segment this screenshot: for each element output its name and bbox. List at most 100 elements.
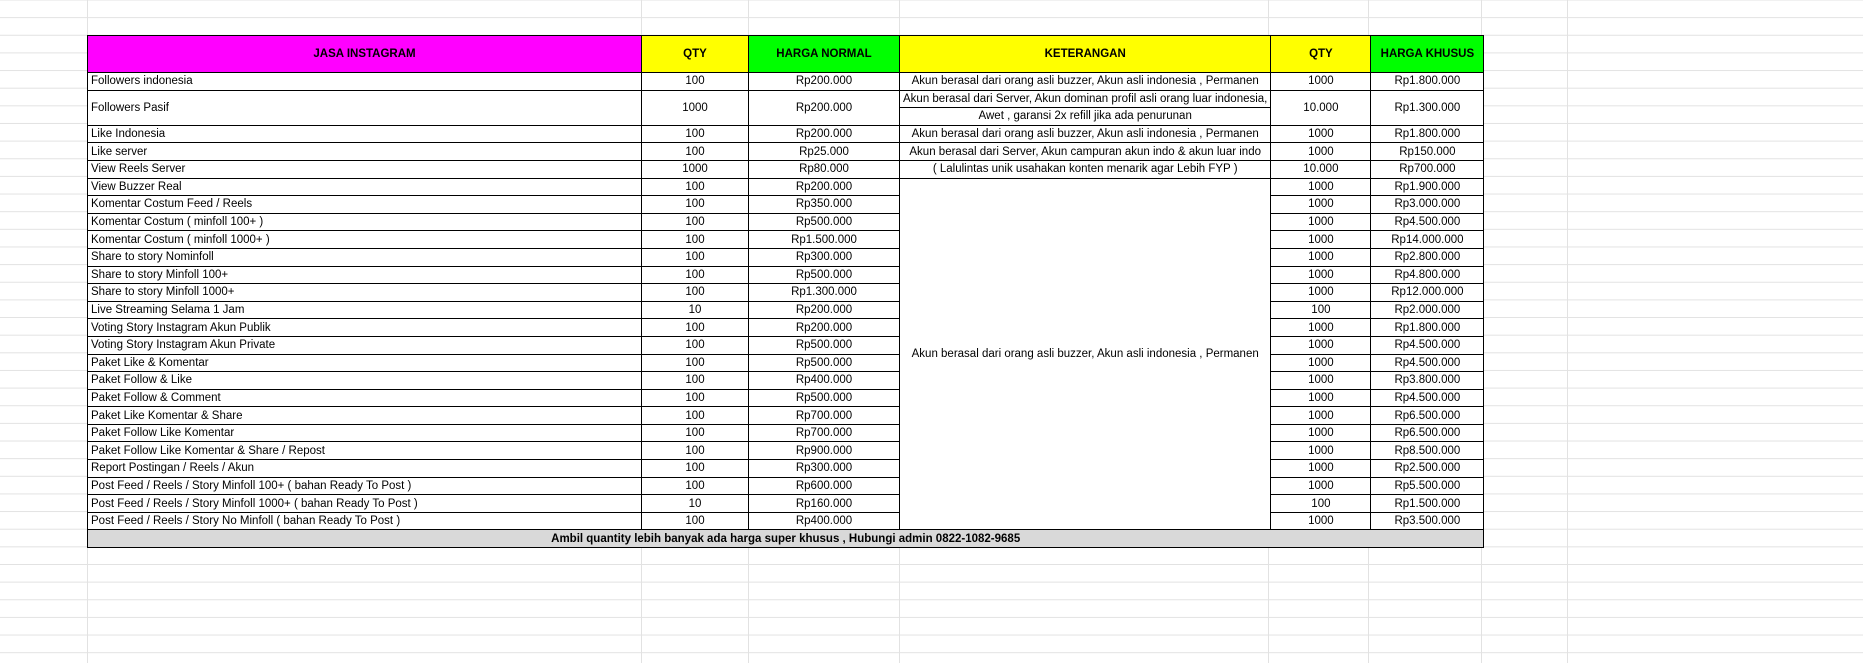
service-cell[interactable]: Komentar Costum ( minfoll 1000+ ) [87,230,642,249]
normal-price-cell[interactable]: Rp200.000 [748,300,900,320]
normal-price-cell[interactable]: Rp700.000 [748,423,900,443]
qty-cell[interactable]: 100 [641,142,749,161]
special-price-cell[interactable]: Rp1.800.000 [1370,72,1485,91]
qty-cell[interactable]: 100 [641,177,749,197]
qty2-cell[interactable]: 1000 [1270,441,1372,461]
qty2-cell[interactable]: 10.000 [1270,159,1372,179]
normal-price-cell[interactable]: Rp500.000 [748,265,900,285]
service-cell[interactable]: Paket Follow & Comment [87,388,642,408]
qty-cell[interactable]: 10 [641,494,749,513]
service-cell[interactable]: Report Postingan / Reels / Akun [87,459,642,478]
qty2-cell[interactable]: 1000 [1270,511,1372,531]
normal-price-cell[interactable]: Rp1.500.000 [748,230,900,249]
qty2-cell[interactable]: 10.000 [1270,89,1372,126]
normal-price-cell[interactable]: Rp200.000 [748,124,900,144]
normal-price-cell[interactable]: Rp300.000 [748,459,900,478]
special-price-cell[interactable]: Rp4.500.000 [1370,335,1485,355]
description-cell[interactable]: ( Lalulintas unik usahakan konten menari… [898,159,1272,179]
service-cell[interactable]: Followers Pasif [87,89,642,126]
special-price-cell[interactable]: Rp4.500.000 [1370,212,1485,232]
qty2-cell[interactable]: 100 [1270,300,1372,320]
normal-price-cell[interactable]: Rp25.000 [748,142,900,161]
description-cell[interactable]: Akun berasal dari orang asli buzzer, Aku… [898,124,1272,144]
service-cell[interactable]: Share to story Minfoll 100+ [87,265,642,285]
qty2-cell[interactable]: 1000 [1270,72,1372,91]
qty2-cell[interactable]: 1000 [1270,335,1372,355]
special-price-cell[interactable]: Rp3.500.000 [1370,511,1485,531]
service-cell[interactable]: Paket Like Komentar & Share [87,406,642,425]
service-cell[interactable]: Share to story Nominfoll [87,247,642,267]
special-price-cell[interactable]: Rp8.500.000 [1370,441,1485,461]
special-price-cell[interactable]: Rp2.500.000 [1370,459,1485,478]
qty-cell[interactable]: 100 [641,388,749,408]
qty2-cell[interactable]: 1000 [1270,177,1372,197]
qty2-cell[interactable]: 1000 [1270,195,1372,214]
normal-price-cell[interactable]: Rp900.000 [748,441,900,461]
qty-cell[interactable]: 100 [641,247,749,267]
special-price-cell[interactable]: Rp1.500.000 [1370,494,1485,513]
service-cell[interactable]: Like server [87,142,642,161]
qty-cell[interactable]: 100 [641,371,749,390]
normal-price-cell[interactable]: Rp200.000 [748,72,900,91]
header-description[interactable]: KETERANGAN [898,35,1272,73]
service-cell[interactable]: Komentar Costum Feed / Reels [87,195,642,214]
special-price-cell[interactable]: Rp6.500.000 [1370,423,1485,443]
qty2-cell[interactable]: 1000 [1270,388,1372,408]
service-cell[interactable]: Like Indonesia [87,124,642,144]
description-cell[interactable]: Akun berasal dari Server, Akun dominan p… [898,89,1272,109]
service-cell[interactable]: Share to story Minfoll 1000+ [87,283,642,302]
header-qty[interactable]: QTY [641,35,749,73]
qty-cell[interactable]: 100 [641,476,749,496]
qty2-cell[interactable]: 1000 [1270,459,1372,478]
special-price-cell[interactable]: Rp1.300.000 [1370,89,1485,126]
qty-cell[interactable]: 100 [641,124,749,144]
description-cell[interactable]: Awet , garansi 2x refill jika ada penuru… [898,107,1272,126]
normal-price-cell[interactable]: Rp200.000 [748,177,900,197]
service-cell[interactable]: View Reels Server [87,159,642,179]
service-cell[interactable]: Paket Follow Like Komentar & Share / Rep… [87,441,642,461]
qty2-cell[interactable]: 1000 [1270,476,1372,496]
description-merged-cell[interactable]: Akun berasal dari orang asli buzzer, Aku… [898,177,1272,531]
normal-price-cell[interactable]: Rp200.000 [748,318,900,337]
header-qty2[interactable]: QTY [1270,35,1372,73]
qty-cell[interactable]: 100 [641,195,749,214]
normal-price-cell[interactable]: Rp350.000 [748,195,900,214]
header-service[interactable]: JASA INSTAGRAM [87,35,642,73]
special-price-cell[interactable]: Rp150.000 [1370,142,1485,161]
qty2-cell[interactable]: 1000 [1270,142,1372,161]
special-price-cell[interactable]: Rp2.800.000 [1370,247,1485,267]
special-price-cell[interactable]: Rp1.900.000 [1370,177,1485,197]
qty-cell[interactable]: 100 [641,459,749,478]
normal-price-cell[interactable]: Rp700.000 [748,406,900,425]
qty2-cell[interactable]: 1000 [1270,265,1372,285]
service-cell[interactable]: View Buzzer Real [87,177,642,197]
special-price-cell[interactable]: Rp6.500.000 [1370,406,1485,425]
normal-price-cell[interactable]: Rp1.300.000 [748,283,900,302]
qty-cell[interactable]: 100 [641,283,749,302]
special-price-cell[interactable]: Rp1.800.000 [1370,318,1485,337]
qty2-cell[interactable]: 1000 [1270,353,1372,373]
service-cell[interactable]: Post Feed / Reels / Story Minfoll 100+ (… [87,476,642,496]
service-cell[interactable]: Komentar Costum ( minfoll 100+ ) [87,212,642,232]
service-cell[interactable]: Voting Story Instagram Akun Publik [87,318,642,337]
qty2-cell[interactable]: 1000 [1270,124,1372,144]
normal-price-cell[interactable]: Rp200.000 [748,89,900,126]
qty-cell[interactable]: 100 [641,406,749,425]
qty-cell[interactable]: 100 [641,72,749,91]
normal-price-cell[interactable]: Rp160.000 [748,494,900,513]
qty-cell[interactable]: 100 [641,212,749,232]
header-special-price[interactable]: HARGA KHUSUS [1370,35,1485,73]
qty-cell[interactable]: 100 [641,335,749,355]
header-normal-price[interactable]: HARGA NORMAL [748,35,900,73]
qty-cell[interactable]: 100 [641,265,749,285]
description-cell[interactable]: Akun berasal dari orang asli buzzer, Aku… [898,72,1272,91]
qty-cell[interactable]: 1000 [641,159,749,179]
service-cell[interactable]: Voting Story Instagram Akun Private [87,335,642,355]
normal-price-cell[interactable]: Rp80.000 [748,159,900,179]
normal-price-cell[interactable]: Rp400.000 [748,371,900,390]
qty-cell[interactable]: 100 [641,423,749,443]
special-price-cell[interactable]: Rp700.000 [1370,159,1485,179]
service-cell[interactable]: Live Streaming Selama 1 Jam [87,300,642,320]
normal-price-cell[interactable]: Rp400.000 [748,511,900,531]
service-cell[interactable]: Post Feed / Reels / Story No Minfoll ( b… [87,511,642,531]
